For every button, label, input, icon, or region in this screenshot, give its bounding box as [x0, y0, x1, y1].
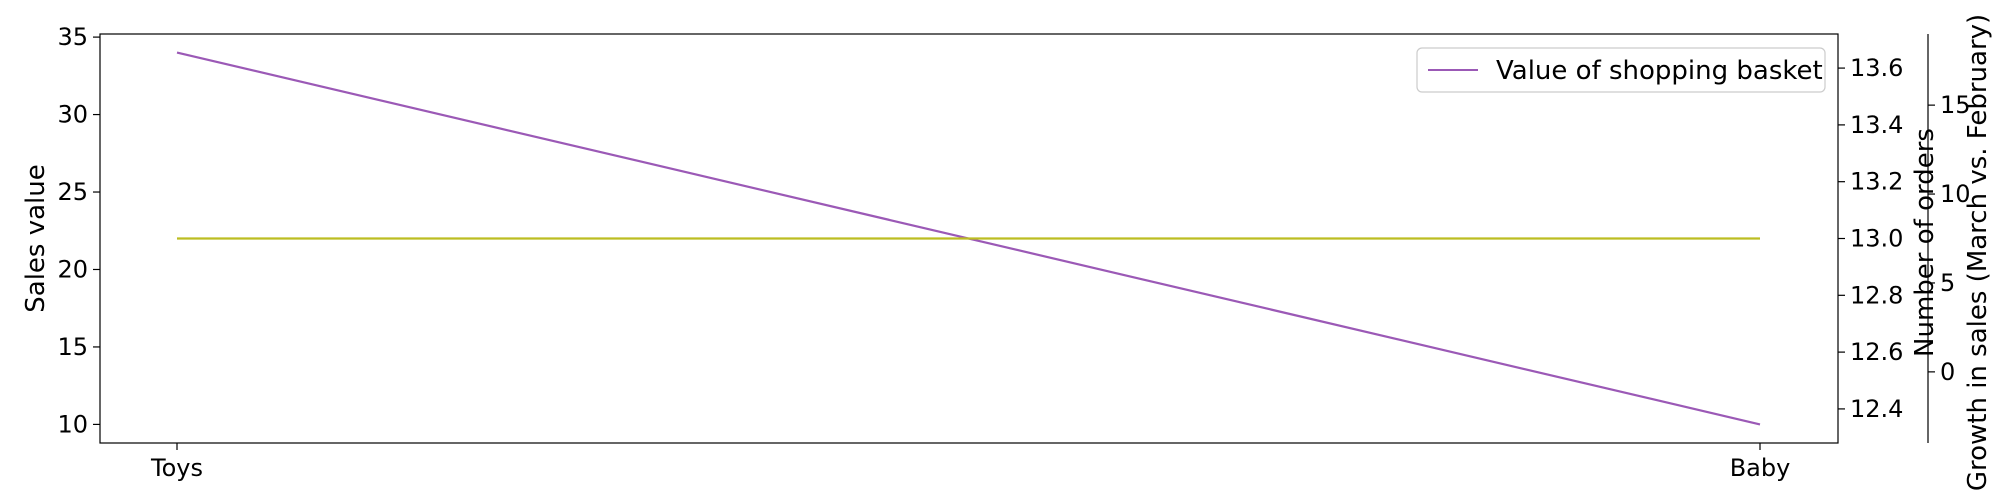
growth-tick-label-2: 10	[1940, 180, 1971, 208]
legend-label-shopping-basket: Value of shopping basket	[1496, 56, 1823, 86]
right-y-axis-growth-title: Growth in sales (March vs. February)	[1963, 14, 1993, 491]
x-axis: Toys Baby	[150, 443, 1790, 482]
right-y-axis-orders-title: Number of orders	[1910, 128, 1940, 357]
x-tick-label-0: Toys	[150, 454, 203, 482]
left-tick-label-0: 10	[57, 410, 88, 438]
orders-tick-label-1: 12.6	[1850, 338, 1903, 366]
legend: Value of shopping basket	[1416, 47, 1826, 93]
orders-tick-label-0: 12.4	[1850, 395, 1903, 423]
orders-tick-label-4: 13.2	[1850, 168, 1903, 196]
right-y-axis-orders: 12.4 12.6 12.8 13.0 13.2 13.4 13.6	[1838, 54, 1903, 423]
growth-tick-label-0: 0	[1940, 358, 1955, 386]
left-tick-label-3: 25	[57, 178, 88, 206]
left-tick-label-5: 35	[57, 23, 88, 51]
left-y-axis: 10 15 20 25 30 35	[57, 23, 100, 438]
left-tick-label-2: 20	[57, 255, 88, 283]
series-layer	[176, 51, 1761, 426]
left-tick-label-4: 30	[57, 101, 88, 129]
growth-tick-label-1: 5	[1940, 269, 1955, 297]
x-tick-label-1: Baby	[1730, 454, 1791, 482]
legend-box	[1416, 47, 1826, 93]
growth-tick-label-3: 15	[1940, 91, 1971, 119]
orders-tick-label-3: 13.0	[1850, 225, 1903, 253]
orders-tick-label-5: 13.4	[1850, 111, 1903, 139]
orders-tick-label-6: 13.6	[1850, 54, 1903, 82]
orders-tick-label-2: 12.8	[1850, 281, 1903, 309]
left-y-axis-title: Sales value	[21, 164, 51, 312]
left-tick-label-1: 15	[57, 333, 88, 361]
right-y-axis-growth: 0 5 10 15	[1927, 34, 1971, 443]
